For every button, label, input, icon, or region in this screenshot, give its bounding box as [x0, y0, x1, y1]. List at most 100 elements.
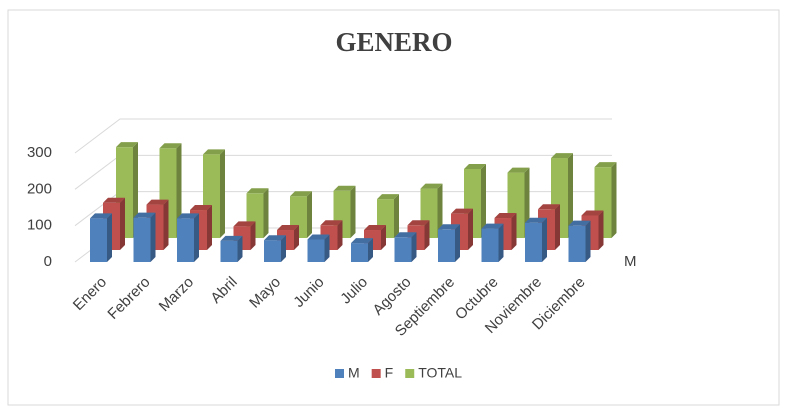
bar-top [290, 191, 312, 197]
bar-top [594, 162, 617, 168]
bar-front [394, 237, 412, 262]
bar-top [481, 223, 504, 229]
bar-top [494, 213, 517, 219]
legend-label: M [348, 365, 360, 381]
bar-side [294, 225, 299, 250]
bar-side [394, 194, 399, 238]
bar-top [320, 220, 343, 226]
bar-top [190, 205, 212, 211]
y-tick-label: 200 [27, 180, 52, 197]
bar-top [351, 238, 373, 244]
bar-side [194, 213, 199, 262]
bar [525, 217, 547, 262]
bar [220, 235, 243, 262]
bar-top [333, 185, 356, 191]
grid-line [74, 118, 612, 154]
legend-swatch [405, 369, 415, 378]
bar-top [420, 183, 443, 189]
bar-side [250, 221, 256, 250]
bar-top [407, 220, 430, 226]
bar-side [324, 234, 330, 262]
bar-front [438, 229, 455, 262]
bar-top [525, 217, 547, 223]
bar-top [464, 163, 486, 169]
bar-side [411, 232, 417, 262]
bar-side [107, 213, 112, 262]
bar-side [542, 217, 547, 262]
bar-side [611, 162, 617, 238]
bar-side [468, 208, 473, 250]
depth-tick-label: M [624, 253, 637, 270]
bar-top [551, 153, 573, 159]
legend-swatch [371, 369, 381, 378]
bar-top [568, 220, 591, 226]
bar-top [203, 149, 225, 155]
bar-side [511, 213, 517, 250]
bar-top [233, 221, 256, 227]
bar-side [133, 142, 138, 238]
bar-side [220, 149, 225, 238]
bar-front [177, 218, 194, 262]
bar-side [498, 223, 504, 262]
bar [394, 232, 417, 262]
bar-top [581, 210, 604, 216]
legend-swatch [335, 369, 344, 378]
bar-top [364, 225, 386, 231]
y-tick-label: 0 [44, 253, 52, 270]
bar-side [263, 188, 269, 238]
bar [133, 212, 156, 262]
bar-top [159, 143, 182, 149]
bar-front [481, 228, 499, 262]
bar-side [555, 204, 560, 250]
bar-side [237, 235, 243, 262]
bar-side [381, 225, 386, 250]
bar-side [176, 143, 182, 238]
bar-side [150, 212, 156, 262]
bar-side [585, 220, 591, 262]
bar-front [133, 217, 151, 262]
bar [438, 224, 460, 262]
bar-side [307, 191, 312, 238]
bar-side [481, 163, 486, 238]
bar-front [568, 225, 586, 262]
bar-side [437, 183, 443, 238]
bar-top [377, 194, 399, 200]
bar-side [424, 220, 430, 250]
bar-top [90, 213, 112, 219]
bar [177, 213, 199, 262]
bar-top [220, 235, 243, 241]
bar [264, 235, 286, 262]
bar-side [163, 199, 169, 250]
bar-top [116, 142, 138, 148]
chart-title: GENERO [335, 27, 452, 57]
bar-side [207, 205, 212, 250]
bar-front [220, 240, 238, 262]
bar [307, 234, 330, 262]
bar-top [246, 188, 269, 194]
legend-label: F [385, 365, 394, 381]
bar-top [538, 204, 560, 210]
y-tick-label: 100 [27, 217, 52, 234]
bar-top [507, 167, 530, 173]
bar-top [264, 235, 286, 241]
bar-top [133, 212, 156, 218]
bar-top [394, 232, 417, 238]
bar-top [307, 234, 330, 240]
bar-side [337, 220, 343, 250]
bar-front [525, 222, 542, 262]
legend-label: TOTAL [418, 365, 462, 381]
bar-side [598, 210, 604, 250]
bar-side [455, 224, 460, 262]
bar-side [568, 153, 573, 238]
bar-side [368, 238, 373, 262]
bar-top [177, 213, 199, 219]
bar-side [281, 235, 286, 262]
y-tick-label: 300 [27, 144, 52, 161]
bar-top [277, 225, 299, 231]
bar-front [90, 218, 107, 262]
bar [568, 220, 591, 262]
bar-top [103, 197, 125, 203]
bar [90, 213, 112, 262]
